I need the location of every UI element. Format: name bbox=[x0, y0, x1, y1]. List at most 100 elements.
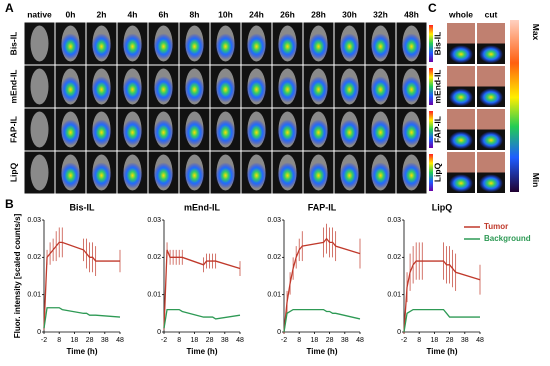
fluorescence bbox=[246, 119, 267, 146]
fluorescence bbox=[308, 119, 329, 146]
x-tick-label: -2 bbox=[281, 337, 287, 344]
panel-label: B bbox=[5, 197, 14, 211]
fluorescence bbox=[153, 76, 174, 103]
organ-photo bbox=[477, 109, 505, 130]
fluorescence bbox=[370, 162, 391, 189]
y-tick-label: 0.03 bbox=[387, 217, 401, 224]
column-label: 4h bbox=[128, 9, 138, 19]
fluorescence bbox=[370, 119, 391, 146]
panel-label: C bbox=[428, 1, 437, 15]
x-axis-label: Time (h) bbox=[187, 347, 218, 356]
fluorescence bbox=[401, 162, 422, 189]
chart-title: FAP-IL bbox=[308, 202, 337, 212]
x-tick-label: 8 bbox=[177, 337, 181, 344]
series-line bbox=[403, 308, 480, 333]
chart-title: Bis-IL bbox=[69, 202, 95, 212]
series-line bbox=[283, 237, 361, 333]
x-tick-label: 28 bbox=[446, 337, 454, 344]
y-tick-label: 0.02 bbox=[267, 254, 281, 261]
fluorescence bbox=[184, 119, 205, 146]
y-tick-label: 0.01 bbox=[267, 292, 281, 299]
column-label: cut bbox=[485, 9, 498, 19]
column-label: 8h bbox=[190, 9, 200, 19]
fluorescence bbox=[153, 162, 174, 189]
fluorescence bbox=[339, 162, 360, 189]
x-tick-label: 8 bbox=[297, 337, 301, 344]
fluorescence bbox=[122, 162, 143, 189]
fluorescence bbox=[60, 33, 81, 60]
panel-label: A bbox=[5, 1, 14, 15]
fluorescence bbox=[449, 131, 473, 150]
fluorescence bbox=[60, 162, 81, 189]
series-line bbox=[43, 307, 121, 329]
x-tick-label: -2 bbox=[41, 337, 47, 344]
row-label: Bis-IL bbox=[8, 32, 18, 56]
x-tick-label: 38 bbox=[101, 337, 109, 344]
fluorescence bbox=[479, 174, 503, 193]
row-label: LipQ bbox=[8, 162, 18, 182]
fluorescence bbox=[370, 76, 391, 103]
x-axis-label: Time (h) bbox=[67, 347, 98, 356]
fluorescence bbox=[184, 76, 205, 103]
y-tick-label: 0.01 bbox=[387, 292, 401, 299]
organ-photo bbox=[477, 23, 505, 44]
color-bar bbox=[429, 154, 433, 191]
fluorescence bbox=[246, 33, 267, 60]
row-label: mEnd-IL bbox=[8, 70, 18, 104]
column-label: 32h bbox=[373, 9, 388, 19]
fluorescence bbox=[479, 88, 503, 107]
fluorescence bbox=[308, 33, 329, 60]
column-label: 6h bbox=[159, 9, 169, 19]
fluorescence bbox=[246, 76, 267, 103]
organ-photo bbox=[447, 23, 475, 44]
x-tick-label: 48 bbox=[476, 337, 484, 344]
column-label: 26h bbox=[280, 9, 295, 19]
fluorescence bbox=[91, 76, 112, 103]
color-bar bbox=[429, 68, 433, 105]
row-label: mEnd-IL bbox=[432, 70, 442, 104]
row-label: FAP-IL bbox=[432, 116, 442, 143]
fluorescence bbox=[60, 119, 81, 146]
y-tick-label: 0.03 bbox=[267, 217, 281, 224]
y-tick-label: 0.01 bbox=[147, 292, 161, 299]
column-label: 30h bbox=[342, 9, 357, 19]
chart-title: mEnd-IL bbox=[184, 202, 220, 212]
fluorescence bbox=[153, 119, 174, 146]
organ-photo bbox=[477, 66, 505, 87]
fluorescence bbox=[122, 33, 143, 60]
fluorescence bbox=[401, 119, 422, 146]
y-tick-label: 0.02 bbox=[147, 254, 161, 261]
color-bar bbox=[429, 25, 433, 62]
fluorescence bbox=[153, 33, 174, 60]
x-tick-label: 48 bbox=[116, 337, 124, 344]
fluorescence bbox=[277, 162, 298, 189]
fluorescence bbox=[339, 33, 360, 60]
y-axis-label: Fluor. intensity [scaled counts/s] bbox=[13, 213, 22, 338]
organ-photo bbox=[447, 152, 475, 173]
row-label: LipQ bbox=[432, 162, 442, 182]
scale-min: Min bbox=[531, 173, 541, 188]
fluorescence bbox=[215, 33, 236, 60]
fluorescence bbox=[370, 33, 391, 60]
y-tick-label: 0 bbox=[277, 329, 281, 336]
series-line bbox=[43, 241, 120, 329]
fluorescence bbox=[184, 162, 205, 189]
mouse-body bbox=[30, 111, 49, 148]
scale-max: Max bbox=[531, 24, 541, 41]
fluorescence bbox=[479, 131, 503, 150]
organ-photo bbox=[447, 109, 475, 130]
x-tick-label: 18 bbox=[311, 337, 319, 344]
fluorescence bbox=[479, 45, 503, 64]
color-bar bbox=[510, 20, 519, 192]
fluorescence bbox=[215, 119, 236, 146]
x-tick-label: 18 bbox=[431, 337, 439, 344]
y-tick-label: 0.01 bbox=[27, 292, 41, 299]
mouse-body bbox=[30, 68, 49, 105]
x-tick-label: 28 bbox=[206, 337, 214, 344]
fluorescence bbox=[277, 119, 298, 146]
x-tick-label: 38 bbox=[461, 337, 469, 344]
fluorescence bbox=[246, 162, 267, 189]
fluorescence bbox=[449, 88, 473, 107]
x-tick-label: 38 bbox=[221, 337, 229, 344]
